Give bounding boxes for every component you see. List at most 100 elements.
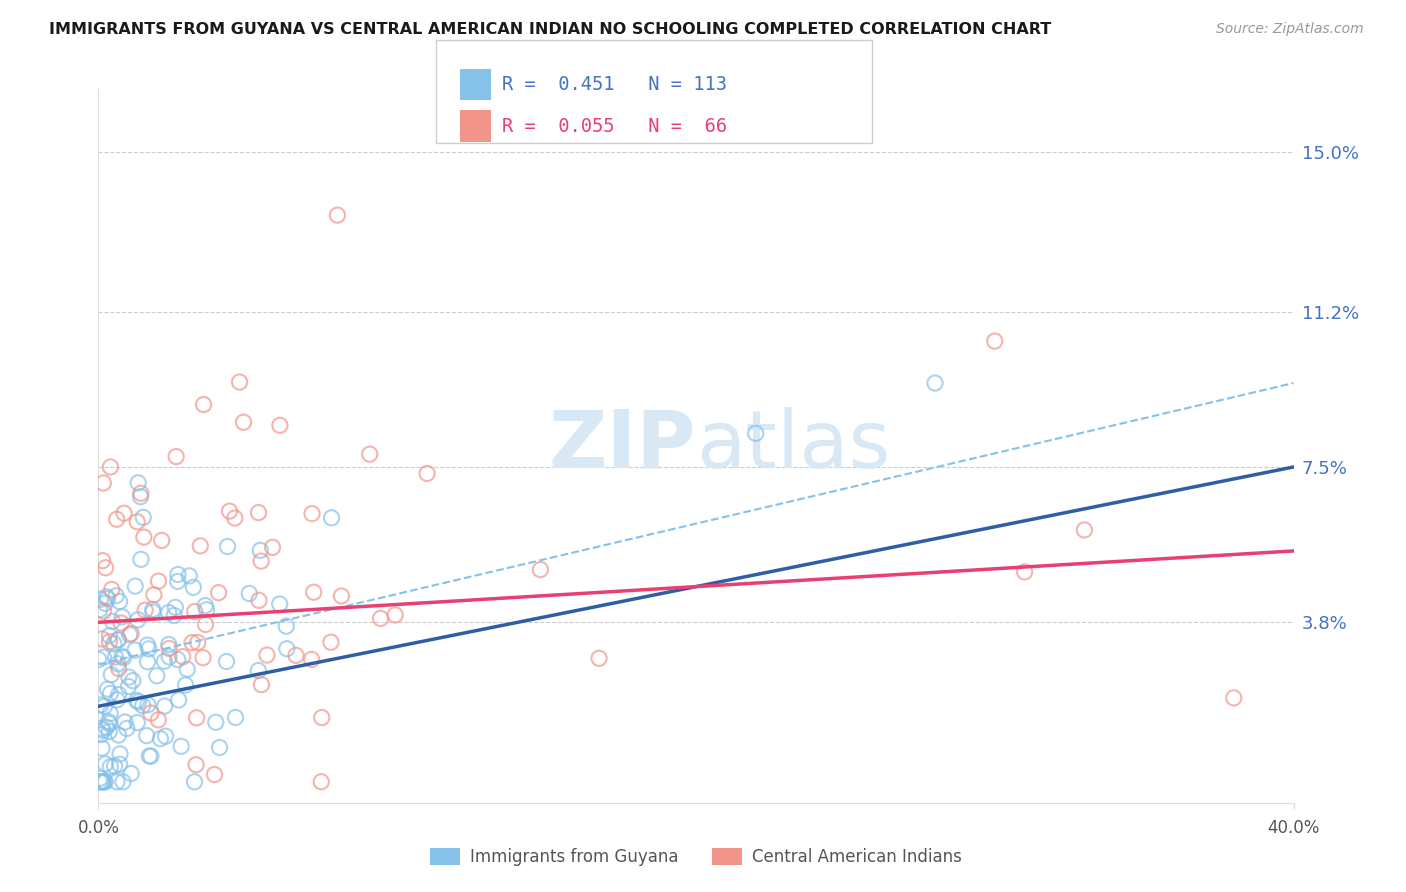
Point — [112, 506, 135, 520]
Point — [311, 710, 333, 724]
Point — [127, 515, 149, 529]
Point — [89, 772, 111, 786]
Point — [136, 638, 159, 652]
Point — [232, 415, 254, 429]
Point — [127, 715, 149, 730]
Point — [94, 756, 117, 771]
Point — [276, 619, 298, 633]
Point — [107, 657, 129, 671]
Point — [172, 649, 194, 664]
Point — [107, 688, 129, 702]
Point — [139, 749, 162, 764]
Point — [249, 543, 271, 558]
Point — [301, 507, 323, 521]
Point — [146, 669, 169, 683]
Point — [215, 655, 238, 669]
Text: R =  0.451   N = 113: R = 0.451 N = 113 — [502, 75, 727, 95]
Point — [139, 706, 162, 720]
Point — [134, 603, 156, 617]
Point — [138, 749, 160, 764]
Text: ZIP: ZIP — [548, 407, 696, 485]
Point — [93, 650, 115, 665]
Point — [188, 539, 211, 553]
Point — [326, 208, 349, 222]
Point — [89, 592, 111, 607]
Text: R =  0.055   N =  66: R = 0.055 N = 66 — [502, 117, 727, 136]
Point — [247, 664, 270, 678]
Point — [87, 652, 110, 666]
Point — [105, 774, 128, 789]
Point — [250, 554, 273, 568]
Text: Source: ZipAtlas.com: Source: ZipAtlas.com — [1216, 22, 1364, 37]
Point — [121, 673, 143, 688]
Point — [105, 512, 128, 526]
Point — [118, 628, 141, 642]
Point — [384, 607, 406, 622]
Point — [148, 574, 170, 588]
Point — [129, 490, 152, 504]
Point — [97, 714, 120, 729]
Point — [89, 774, 111, 789]
Text: IMMIGRANTS FROM GUYANA VS CENTRAL AMERICAN INDIAN NO SCHOOLING COMPLETED CORRELA: IMMIGRANTS FROM GUYANA VS CENTRAL AMERIC… — [49, 22, 1052, 37]
Point — [166, 574, 188, 589]
Point — [91, 554, 114, 568]
Point — [129, 552, 152, 566]
Point — [181, 580, 204, 594]
Point — [111, 610, 134, 624]
Point — [107, 632, 129, 647]
Point — [100, 667, 122, 681]
Point — [118, 670, 141, 684]
Point — [90, 727, 112, 741]
Point — [98, 716, 121, 731]
Point — [111, 649, 134, 664]
Point — [184, 757, 207, 772]
Point — [91, 741, 114, 756]
Point — [250, 678, 273, 692]
Point — [98, 634, 121, 648]
Point — [330, 589, 353, 603]
Point — [194, 599, 217, 613]
Point — [276, 641, 298, 656]
Point — [150, 533, 173, 548]
Point — [91, 723, 114, 738]
Point — [96, 590, 118, 604]
Point — [225, 710, 247, 724]
Point — [167, 693, 190, 707]
Point — [208, 740, 231, 755]
Point — [247, 506, 270, 520]
Point — [183, 605, 205, 619]
Point — [588, 651, 610, 665]
Point — [269, 418, 291, 433]
Point — [176, 662, 198, 676]
Point — [100, 582, 122, 597]
Point — [110, 615, 132, 630]
Point — [165, 600, 187, 615]
Point — [100, 686, 122, 700]
Point — [1073, 523, 1095, 537]
Point — [94, 596, 117, 610]
Point — [217, 540, 239, 554]
Point — [90, 632, 112, 646]
Point — [107, 661, 129, 675]
Point — [187, 635, 209, 649]
Point — [124, 643, 146, 657]
Point — [115, 722, 138, 736]
Point — [224, 511, 246, 525]
Point — [319, 635, 342, 649]
Point — [984, 334, 1007, 348]
Point — [179, 569, 201, 583]
Point — [195, 603, 218, 617]
Point — [124, 579, 146, 593]
Point — [309, 774, 332, 789]
Point — [105, 693, 128, 707]
Point — [114, 714, 136, 729]
Point — [93, 604, 115, 618]
Point — [416, 467, 439, 481]
Point — [191, 650, 214, 665]
Point — [91, 774, 114, 789]
Point — [91, 774, 114, 789]
Point — [93, 699, 115, 714]
Point — [96, 720, 118, 734]
Point — [163, 608, 186, 623]
Point — [103, 759, 125, 773]
